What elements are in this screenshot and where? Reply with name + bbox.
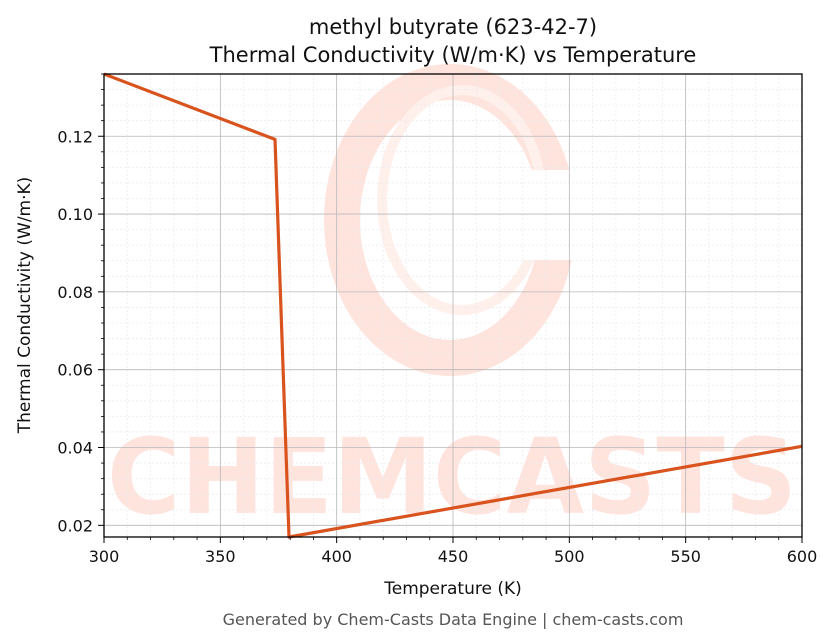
x-axis-ticks: 300 350 400 450 500 550 600 <box>89 537 818 566</box>
watermark-text: CHEMCASTS <box>107 416 797 538</box>
y-tick-label: 0.12 <box>57 127 93 146</box>
y-axis-label: Thermal Conductivity (W/m·K) <box>15 177 35 435</box>
y-tick-label: 0.08 <box>57 283 93 302</box>
y-axis-ticks: 0.02 0.04 0.06 0.08 0.10 0.12 <box>57 73 104 535</box>
x-tick-label: 400 <box>321 547 352 566</box>
x-tick-label: 350 <box>205 547 236 566</box>
y-tick-label: 0.04 <box>57 439 93 458</box>
series-line <box>103 72 803 539</box>
y-tick-label: 0.06 <box>57 361 93 380</box>
footer-credit: Generated by Chem-Casts Data Engine | ch… <box>223 610 684 629</box>
watermark: CHEMCASTS <box>107 64 797 538</box>
x-tick-label: 600 <box>787 547 818 566</box>
watermark-logo-icon <box>324 64 600 376</box>
chart-title: methyl butyrate (623-42-7) <box>309 15 597 39</box>
y-tick-label: 0.02 <box>57 516 93 535</box>
x-tick-label: 550 <box>670 547 701 566</box>
x-axis-label: Temperature (K) <box>383 579 522 599</box>
x-tick-label: 300 <box>89 547 120 566</box>
x-tick-label: 450 <box>438 547 469 566</box>
series-layer <box>103 72 803 539</box>
chart-subtitle: Thermal Conductivity (W/m·K) vs Temperat… <box>209 43 697 67</box>
x-tick-label: 500 <box>554 547 585 566</box>
y-tick-label: 0.10 <box>57 205 93 224</box>
